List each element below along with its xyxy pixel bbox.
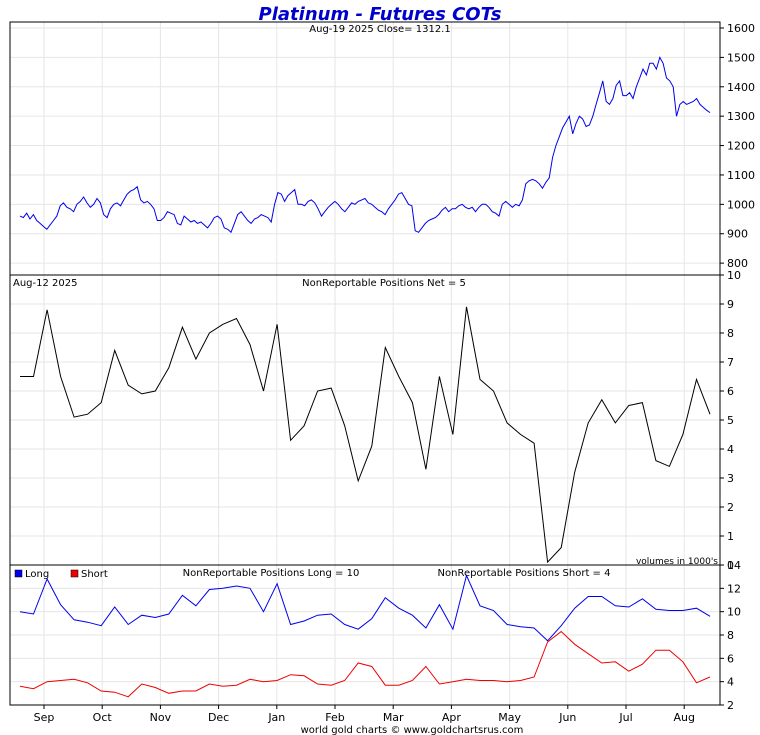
- x-tick-label: Aug: [673, 711, 694, 724]
- y-tick-label: 8: [727, 327, 734, 340]
- legend-long-label: Long: [25, 569, 49, 580]
- y-tick-label: 800: [727, 257, 748, 270]
- y-tick-label: 12: [727, 582, 741, 595]
- y-tick-label: 7: [727, 356, 734, 369]
- y-tick-label: 10: [727, 269, 741, 282]
- volumes-note: volumes in 1000's: [636, 557, 718, 567]
- y-tick-label: 1300: [727, 110, 755, 123]
- y-tick-label: 8: [727, 629, 734, 642]
- y-tick-label: 1100: [727, 169, 755, 182]
- y-tick-label: 3: [727, 472, 734, 485]
- x-tick-label: Sep: [34, 711, 55, 724]
- y-tick-label: 1200: [727, 140, 755, 153]
- y-tick-label: 0: [727, 559, 734, 572]
- net-date: Aug-12 2025: [13, 278, 78, 289]
- x-tick-label: Jun: [558, 711, 576, 724]
- y-tick-label: 2: [727, 699, 734, 712]
- price-panel: Aug-19 2025 Close= 1312.1 800 900 1000 1100…: [9, 21, 755, 276]
- y-tick-label: 4: [727, 443, 734, 456]
- y-tick-label: 1500: [727, 51, 755, 64]
- y-tick-label: 1600: [727, 22, 755, 35]
- y-tick-label: 900: [727, 228, 748, 241]
- x-tick-label: Mar: [383, 711, 404, 724]
- long-short-panel: Long Short NonReportable Positions Long …: [9, 559, 741, 724]
- legend-short-label: Short: [81, 569, 108, 580]
- y-tick-label: 5: [727, 414, 734, 427]
- x-tick-label: Apr: [442, 711, 462, 724]
- x-tick-label: Feb: [325, 711, 344, 724]
- net-panel: Aug-12 2025 NonReportable Positions Net …: [9, 269, 741, 572]
- legend-short-swatch: [70, 569, 79, 578]
- y-tick-label: 6: [727, 652, 734, 665]
- legend-long-swatch: [14, 569, 23, 578]
- y-tick-label: 1000: [727, 198, 755, 211]
- net-series-line: [20, 306, 711, 564]
- y-tick-label: 10: [727, 606, 741, 619]
- x-tick-label: May: [498, 711, 521, 724]
- y-tick-label: 4: [727, 676, 734, 689]
- x-tick-label: Nov: [150, 711, 172, 724]
- x-tick-label: Jul: [618, 711, 632, 724]
- x-tick-label: Dec: [208, 711, 229, 724]
- y-tick-label: 9: [727, 298, 734, 311]
- y-tick-label: 1: [727, 530, 734, 543]
- chart-title: Platinum - Futures COTs: [259, 4, 502, 25]
- y-tick-label: 2: [727, 501, 734, 514]
- short-header: NonReportable Positions Short = 4: [438, 568, 611, 579]
- long-header: NonReportable Positions Long = 10: [183, 568, 360, 579]
- y-tick-label: 6: [727, 385, 734, 398]
- x-tick-label: Jan: [267, 711, 285, 724]
- y-tick-label: 14: [727, 559, 741, 572]
- short-series-line: [19, 630, 711, 698]
- y-tick-label: 1400: [727, 81, 755, 94]
- price-info: Aug-19 2025 Close= 1312.1: [309, 24, 450, 35]
- price-series-line: [19, 56, 711, 234]
- long-series-line: [19, 573, 711, 642]
- x-tick-label: Oct: [93, 711, 113, 724]
- net-header: NonReportable Positions Net = 5: [302, 278, 466, 289]
- footer-credit: world gold charts © www.goldchartsrus.co…: [301, 725, 524, 735]
